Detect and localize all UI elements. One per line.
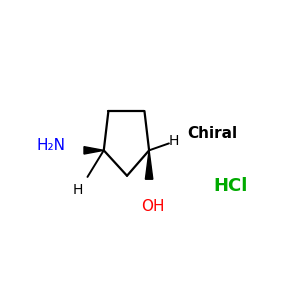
- Text: HCl: HCl: [213, 177, 248, 195]
- Text: OH: OH: [141, 199, 164, 214]
- Polygon shape: [146, 150, 153, 179]
- Text: H₂N: H₂N: [36, 138, 65, 153]
- Text: H: H: [73, 183, 83, 197]
- Polygon shape: [84, 147, 104, 154]
- Text: Chiral: Chiral: [187, 125, 237, 140]
- Text: H: H: [169, 134, 179, 148]
